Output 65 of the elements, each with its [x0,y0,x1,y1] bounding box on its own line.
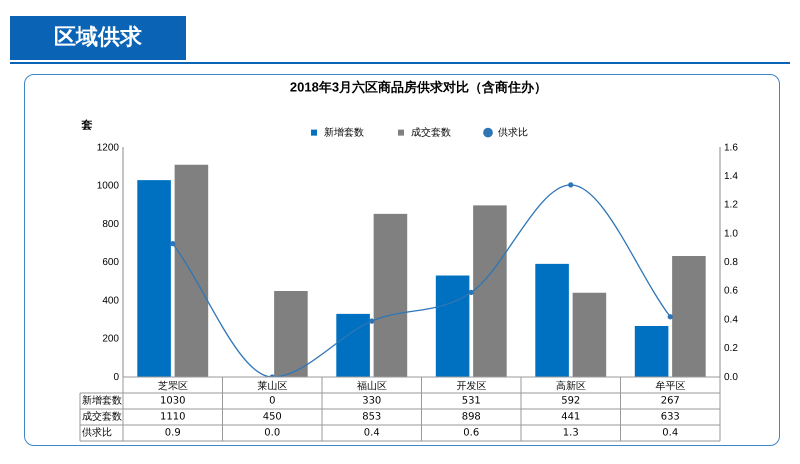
y2-tick-label: 1.0 [724,228,738,240]
x-tick-label: 芝罘区 [158,380,188,392]
y-axis-title: 套 [80,118,92,132]
legend-label: 新增套数 [324,126,364,138]
point [468,290,474,296]
y2-tick-label: 1.6 [724,142,738,154]
data-label: 267 [660,396,680,407]
y-tick-label: 200 [102,334,120,345]
text: 新增套数 [82,396,122,407]
point [568,182,574,188]
x-tick-label: 牟平区 [655,380,686,392]
data-label: 441 [561,412,580,423]
data-label: 1.3 [562,428,579,439]
bar [535,264,569,377]
y-tick-label: 0 [113,372,120,383]
data-label: 0.9 [164,428,181,439]
data-label: 0 [269,396,276,407]
y2-tick-label: 1.4 [724,171,738,182]
data-label: 330 [362,396,382,407]
data-label: 0.0 [264,428,280,439]
y-tick-label: 1200 [96,142,120,154]
data-label: 592 [561,396,580,407]
data-label: 0.4 [662,428,678,439]
data-label: 1110 [160,412,186,423]
bar [137,180,171,377]
x-tick-label: 高新区 [556,380,586,392]
data-label: 0.4 [364,428,380,439]
bar [634,326,668,377]
point [369,318,374,324]
y2-tick-label: 0.8 [724,257,738,268]
data-label: 450 [262,412,282,423]
bar [336,314,370,377]
data-label: 1030 [160,396,186,407]
chart-title: 2018年3月六区商品房供求对比（含商住办） [290,79,548,94]
y2-tick-label: 0.2 [724,343,738,354]
bar [274,290,308,377]
y2-tick-label: 0.4 [724,314,738,326]
bar [436,275,470,377]
y-tick-label: 600 [102,257,120,268]
bar [174,164,208,377]
data-label: 898 [462,412,481,423]
y-tick-label: 800 [102,218,120,230]
data-label: 0.6 [463,428,480,439]
y-tick-label: 400 [102,295,120,306]
y2-tick-label: 0.0 [724,372,738,383]
data-label: 531 [462,396,481,407]
text: 成交套数 [82,412,122,423]
text: 供求比 [82,428,112,439]
y2-tick-label: 1.2 [724,200,738,211]
x-tick-label: 莱山区 [257,380,288,392]
legend-label: 成交套数 [411,126,451,138]
point [170,241,176,246]
text: 区域供求 [10,16,186,60]
bar [572,292,606,377]
point [668,314,673,320]
legend-label: 供求比 [498,126,528,138]
bar [473,205,507,377]
bar [672,256,706,377]
bar [374,214,408,377]
x-tick-label: 开发区 [456,380,486,392]
data-label: 853 [362,412,382,423]
y2-tick-label: 0.6 [724,286,738,297]
y-tick-label: 1000 [96,180,120,192]
data-label: 633 [660,412,680,423]
x-tick-label: 福山区 [356,380,387,392]
